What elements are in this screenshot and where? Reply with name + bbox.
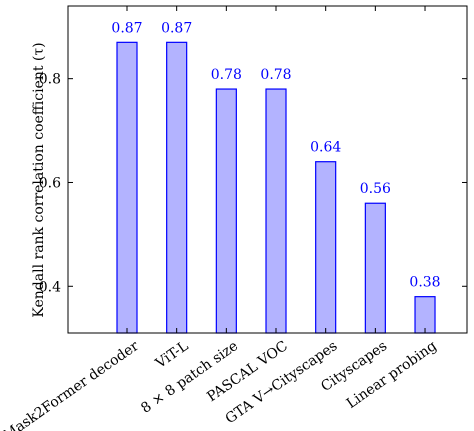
bar [315,161,337,334]
data-label: 0.87 [111,20,142,36]
y-tick-label: 0.8 [39,72,61,88]
x-tick-label: ViT-L [152,338,191,372]
data-label: 0.78 [211,67,242,83]
x-tick-label: Mask2Former decoder [0,338,142,431]
bar [265,88,287,334]
x-tick-label: Linear probing [344,338,440,412]
data-label: 0.38 [409,275,440,291]
bar [116,41,138,334]
y-tick-label: 0.4 [39,279,61,295]
bars-group [116,41,436,334]
bar [364,202,386,334]
y-ticks-group: 0.4 0.6 0.8 [39,72,467,295]
y-tick-label: 0.6 [39,175,61,191]
data-label: 0.56 [360,181,391,197]
plot-frame [67,5,468,334]
data-label: 0.87 [161,20,192,36]
bar [215,88,237,334]
data-label: 0.78 [260,67,291,83]
data-labels-group: 0.87 0.87 0.78 0.78 0.64 0.56 0.38 [111,20,440,290]
data-label: 0.64 [310,140,341,156]
bar [166,41,188,334]
bar [414,296,436,334]
y-axis-label: Kendall rank correlation coefficient (τ) [31,42,47,317]
